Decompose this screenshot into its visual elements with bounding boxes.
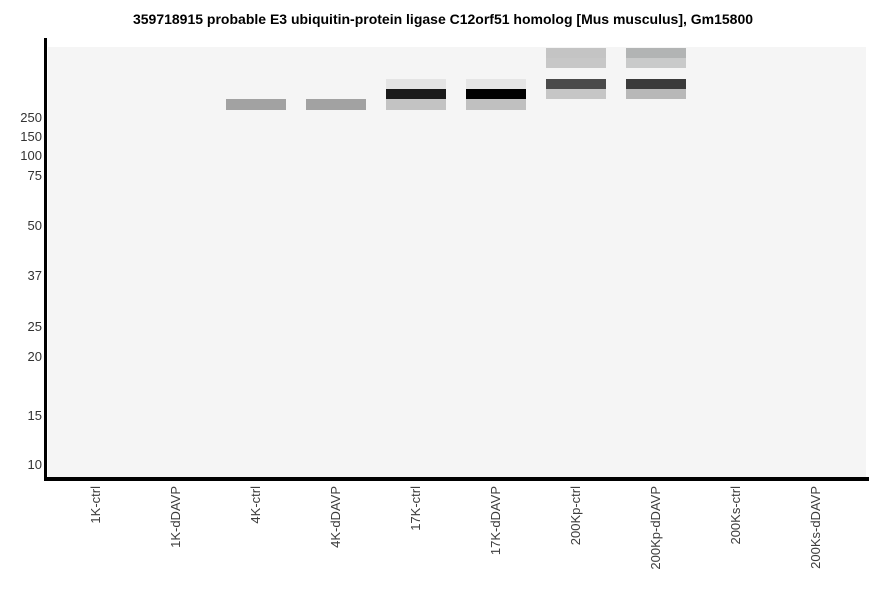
gel-band-200Kp-ctrl-row1 — [546, 57, 606, 69]
y-tick-label-250: 250 — [20, 110, 42, 125]
gel-band-200Kp-dDAVP-row1 — [626, 57, 686, 69]
gel-band-17K-dDAVP-row4 — [466, 89, 526, 100]
y-tick-label-150: 150 — [20, 129, 42, 144]
gel-band-200Kp-ctrl-row0 — [546, 47, 606, 58]
x-axis-label-4K-ctrl: 4K-ctrl — [248, 486, 263, 524]
figure-title: 359718915 probable E3 ubiquitin-protein … — [132, 11, 754, 27]
gel-band-200Kp-ctrl-row3 — [546, 78, 606, 90]
y-tick-label-10: 10 — [27, 457, 42, 472]
plot-area — [48, 47, 866, 477]
x-axis-label-4K-dDAVP: 4K-dDAVP — [328, 486, 343, 548]
y-axis-line — [44, 38, 47, 481]
x-axis-label-1K-dDAVP: 1K-dDAVP — [168, 486, 183, 548]
gel-band-17K-ctrl-row4 — [386, 89, 446, 100]
gel-band-200Kp-dDAVP-row0 — [626, 47, 686, 58]
x-axis-label-17K-dDAVP: 17K-dDAVP — [488, 486, 503, 556]
x-axis-label-17K-ctrl: 17K-ctrl — [408, 486, 423, 531]
y-tick-label-75: 75 — [27, 168, 42, 183]
gel-band-200Kp-dDAVP-row4 — [626, 89, 686, 100]
x-axis-line — [44, 477, 869, 481]
y-tick-label-15: 15 — [27, 408, 42, 423]
gel-band-4K-ctrl-row5 — [226, 99, 286, 110]
x-axis-label-200Kp-ctrl: 200Kp-ctrl — [568, 486, 583, 546]
y-tick-label-20: 20 — [27, 349, 42, 364]
gel-band-200Kp-dDAVP-row3 — [626, 78, 686, 90]
gel-band-200Kp-ctrl-row4 — [546, 89, 606, 100]
y-tick-label-100: 100 — [20, 148, 42, 163]
gel-band-4K-dDAVP-row5 — [306, 99, 366, 110]
y-tick-label-25: 25 — [27, 319, 42, 334]
gel-band-17K-ctrl-row5 — [386, 99, 446, 110]
x-axis-label-200Ks-ctrl: 200Ks-ctrl — [728, 486, 743, 545]
x-axis-label-1K-ctrl: 1K-ctrl — [88, 486, 103, 524]
gel-band-17K-dDAVP-row5 — [466, 99, 526, 110]
x-axis-label-200Ks-dDAVP: 200Ks-dDAVP — [808, 486, 823, 569]
gel-band-17K-dDAVP-row3 — [466, 78, 526, 90]
x-axis-label-200Kp-dDAVP: 200Kp-dDAVP — [648, 486, 663, 570]
y-tick-label-37: 37 — [27, 268, 42, 283]
y-tick-label-50: 50 — [27, 218, 42, 233]
gel-band-17K-ctrl-row3 — [386, 78, 446, 90]
